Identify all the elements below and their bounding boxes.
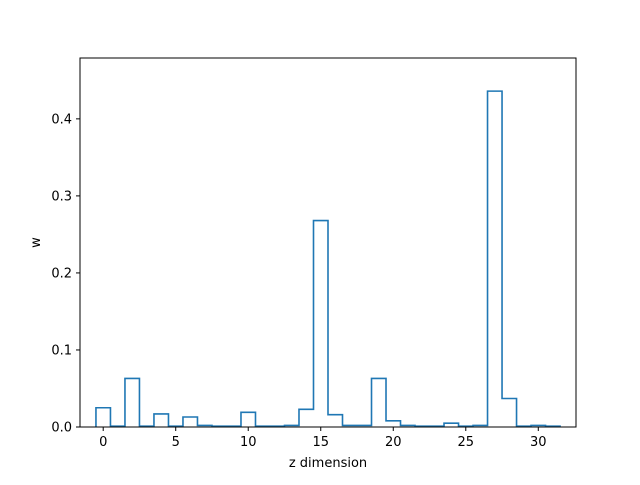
x-tick-label: 25 (458, 435, 475, 450)
x-tick-label: 0 (99, 435, 107, 450)
axes-frame (79, 57, 577, 428)
x-axis: 0 5 10 15 20 25 30 (99, 427, 547, 450)
x-axis-label: z dimension (289, 456, 367, 471)
y-tick-label: 0.3 (51, 189, 72, 204)
histogram-step-line (95, 90, 561, 428)
x-tick-label: 5 (172, 435, 180, 450)
y-axis: 0.0 0.1 0.2 0.3 0.4 (51, 112, 80, 436)
x-tick-label: 30 (530, 435, 547, 450)
y-tick-label: 0.0 (51, 421, 72, 436)
plot-area (95, 90, 561, 428)
y-tick-label: 0.4 (51, 112, 72, 127)
x-tick-label: 10 (240, 435, 257, 450)
x-tick-label: 15 (312, 435, 329, 450)
y-tick-label: 0.1 (51, 343, 72, 358)
y-axis-label: w (29, 237, 44, 248)
y-tick-label: 0.2 (51, 266, 72, 281)
x-tick-label: 20 (385, 435, 402, 450)
